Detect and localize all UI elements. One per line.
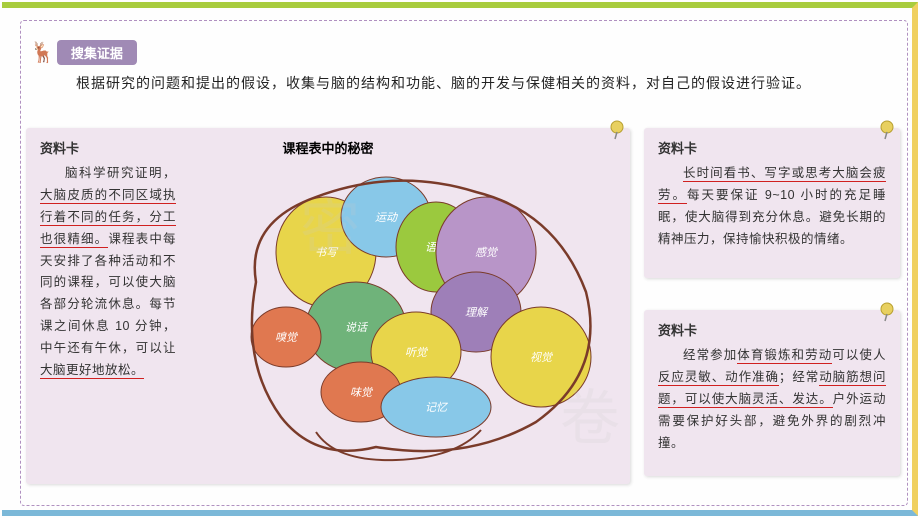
card-br-title: 资料卡	[658, 320, 886, 339]
text-segment: 可以使人	[832, 348, 886, 362]
text-segment: 经常参加	[683, 348, 737, 362]
info-card-bottom-right: 资料卡 经常参加体育锻炼和劳动可以使人反应灵敏、动作准确；经常动脑筋想问题，可以…	[644, 310, 900, 476]
pushpin-icon	[878, 120, 898, 140]
header-badge-label: 搜集证据	[57, 40, 137, 65]
text-segment: 课程表中每天安排了各种活动和不同的课程，可以使大脑各部分轮流休息。每节课之间休息…	[40, 232, 176, 355]
brain-diagram-title: 课程表中的秘密	[26, 138, 630, 157]
brain-region-label: 书写	[315, 246, 339, 259]
brain-region-label: 感觉	[475, 246, 498, 259]
card-main-text: 脑科学研究证明，大脑皮质的不同区域执行着不同的任务，分工也很精细。课程表中每天安…	[40, 163, 176, 382]
card-tr-title: 资料卡	[658, 138, 886, 157]
brain-region-label: 嗅觉	[275, 331, 298, 344]
text-segment: 反应灵敏、动作准确	[658, 370, 779, 386]
pushpin-icon	[878, 302, 898, 322]
brain-region-label: 理解	[465, 306, 489, 319]
text-segment: ；经常	[779, 370, 819, 384]
text-segment: 脑科学研究证明，	[65, 166, 176, 180]
text-segment: 每天要保证 9~10 小时的充足睡眠，使大脑得到充分休息。避免长期的精神压力，保…	[658, 188, 886, 246]
brain-diagram: 书写运动语言感觉说话理解听觉味觉记忆视觉嗅觉	[186, 162, 616, 472]
brain-region-label: 视觉	[530, 351, 553, 364]
card-br-text: 经常参加体育锻炼和劳动可以使人反应灵敏、动作准确；经常动脑筋想问题，可以使大脑灵…	[658, 345, 886, 454]
info-card-main: 资料卡 课程表中的秘密 脑科学研究证明，大脑皮质的不同区域执行着不同的任务，分工…	[26, 128, 630, 484]
text-segment: 体育锻炼和劳动	[737, 348, 832, 364]
brain-region-label: 记忆	[425, 401, 449, 414]
section-header: 🦌 搜集证据	[30, 40, 137, 65]
brain-region-label: 说话	[345, 321, 369, 334]
brain-region-label: 味觉	[350, 386, 373, 399]
intro-paragraph: 根据研究的问题和提出的假设，收集与脑的结构和功能、脑的开发与保健相关的资料，对自…	[48, 72, 892, 96]
text-segment: 大脑更好地放松。	[40, 363, 144, 379]
info-card-top-right: 资料卡 长时间看书、写字或思考大脑会疲劳。每天要保证 9~10 小时的充足睡眠，…	[644, 128, 900, 278]
pushpin-icon	[608, 120, 628, 140]
brain-region-label: 听觉	[405, 346, 428, 359]
brain-region-label: 运动	[375, 211, 399, 224]
deer-icon: 🦌	[30, 40, 55, 65]
card-tr-text: 长时间看书、写字或思考大脑会疲劳。每天要保证 9~10 小时的充足睡眠，使大脑得…	[658, 163, 886, 251]
